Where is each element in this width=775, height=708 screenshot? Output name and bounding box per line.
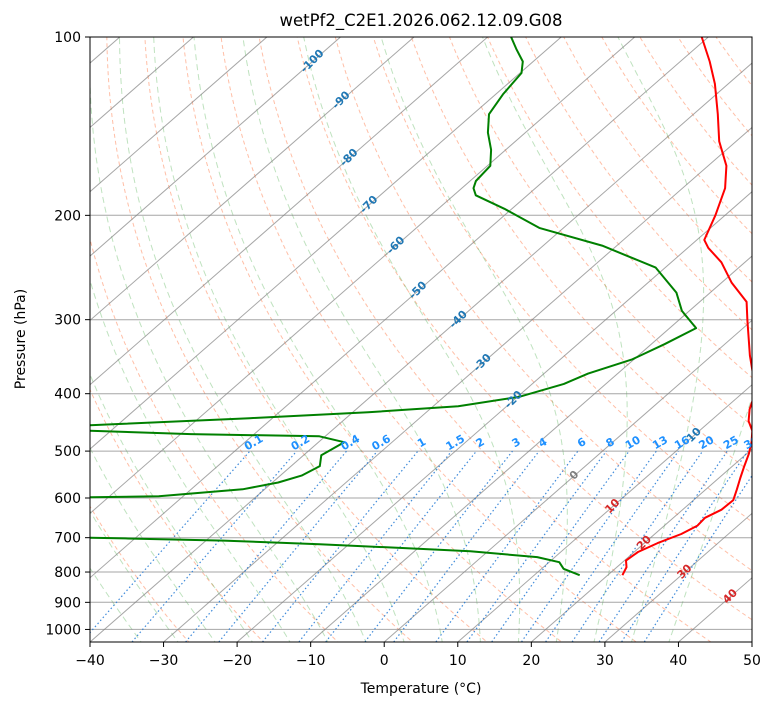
chart-title: wetPf2_C2E1.2026.062.12.09.G08: [279, 11, 562, 31]
x-tick-label: −10: [296, 653, 326, 669]
x-tick-label: −20: [222, 653, 252, 669]
x-tick-label: −30: [149, 653, 179, 669]
dry-adiabat: [182, 37, 563, 642]
moist-adiabat: [90, 446, 216, 642]
x-tick-label: 50: [743, 653, 761, 669]
dry-adiabat: [487, 37, 752, 379]
dry-adiabat: [410, 37, 752, 475]
mixing-ratio-line: [466, 450, 607, 642]
plot-frame: [89, 36, 753, 643]
isotherm: [90, 37, 342, 257]
y-axis-label: Pressure (hPa): [13, 289, 29, 389]
dry-adiabat: [334, 37, 752, 572]
mixing-ratio-line: [364, 450, 513, 642]
x-tick-label: 20: [522, 653, 540, 669]
isotherm: [90, 37, 195, 129]
moist-adiabat: [303, 37, 521, 642]
dry-adiabats: [90, 37, 752, 642]
moist-adiabat: [380, 37, 568, 642]
dry-adiabat: [525, 37, 752, 331]
x-tick-label: −40: [75, 653, 105, 669]
isotherm: [90, 37, 710, 579]
sounding-profiles: [90, 37, 752, 577]
pressure-gridlines: [90, 37, 752, 630]
isotherm: [90, 37, 268, 193]
mixing-ratio-line: [262, 450, 419, 642]
dry-adiabat: [90, 505, 190, 642]
mixing-ratio-lines: [90, 450, 752, 642]
x-axis-label: Temperature (°C): [360, 681, 482, 697]
dry-adiabat: [144, 37, 488, 642]
y-tick-label: 700: [54, 531, 81, 547]
mixing-ratio-line: [218, 450, 378, 642]
y-tick-label: 800: [54, 565, 81, 581]
x-tick-label: 10: [449, 653, 467, 669]
mixing-ratio-line: [185, 450, 348, 642]
moist-adiabat: [90, 567, 142, 642]
isotherm: [604, 512, 752, 642]
y-tick-label: 900: [54, 595, 81, 611]
moist-adiabat: [90, 510, 179, 642]
y-tick-label: 100: [54, 30, 81, 46]
mixing-ratio-line: [491, 450, 630, 642]
isotherm: [90, 62, 752, 642]
x-axis: −40 −30 −20 −10 0 10 20 30 40 50: [75, 642, 761, 669]
mixing-ratio-line: [643, 474, 752, 642]
mixing-ratio-line: [325, 450, 477, 642]
isotherm: [457, 384, 752, 642]
dry-adiabat: [220, 37, 638, 642]
mixing-ratio-line: [521, 450, 657, 642]
y-tick-label: 500: [54, 444, 81, 460]
moist-adiabat: [90, 373, 254, 642]
dry-adiabat: [90, 236, 339, 642]
y-axis: 100 200 300 400 500 600 700 800 900 1000: [45, 30, 90, 638]
isotherm: [90, 37, 636, 515]
moist-adiabat: [482, 37, 628, 642]
x-tick-label: 30: [596, 653, 614, 669]
isotherm: [162, 126, 752, 642]
series-line-temperature: [621, 37, 752, 576]
plot-area: 01020304010-20-30-40-50-60-70-80-90-100 …: [90, 37, 762, 642]
dry-adiabat: [296, 37, 752, 621]
dry-adiabat: [90, 388, 265, 642]
dry-adiabat: [448, 37, 752, 427]
isotherm: [236, 191, 752, 642]
y-tick-label: 1000: [45, 622, 81, 638]
y-tick-label: 600: [54, 491, 81, 507]
x-tick-label: 40: [670, 653, 688, 669]
isotherm: [530, 448, 752, 642]
isotherm: [383, 319, 752, 642]
mixing-ratio-line: [298, 450, 453, 642]
y-tick-label: 200: [54, 208, 81, 224]
y-tick-label: 400: [54, 387, 81, 403]
isotherm: [309, 255, 752, 642]
isotherm: [90, 37, 415, 322]
dry-adiabat: [258, 37, 712, 642]
series-line-dewpoint: [90, 37, 698, 577]
x-tick-label: 0: [380, 653, 389, 669]
dry-adiabat: [372, 37, 752, 523]
moist-adiabat: [193, 37, 443, 642]
isotherm: [90, 37, 489, 386]
mixing-ratio-line: [571, 450, 704, 642]
mixing-ratio-label: 30: [742, 433, 762, 452]
y-tick-label: 300: [54, 313, 81, 329]
isotherm: [90, 37, 562, 450]
skewed-isotherms: [90, 37, 752, 642]
